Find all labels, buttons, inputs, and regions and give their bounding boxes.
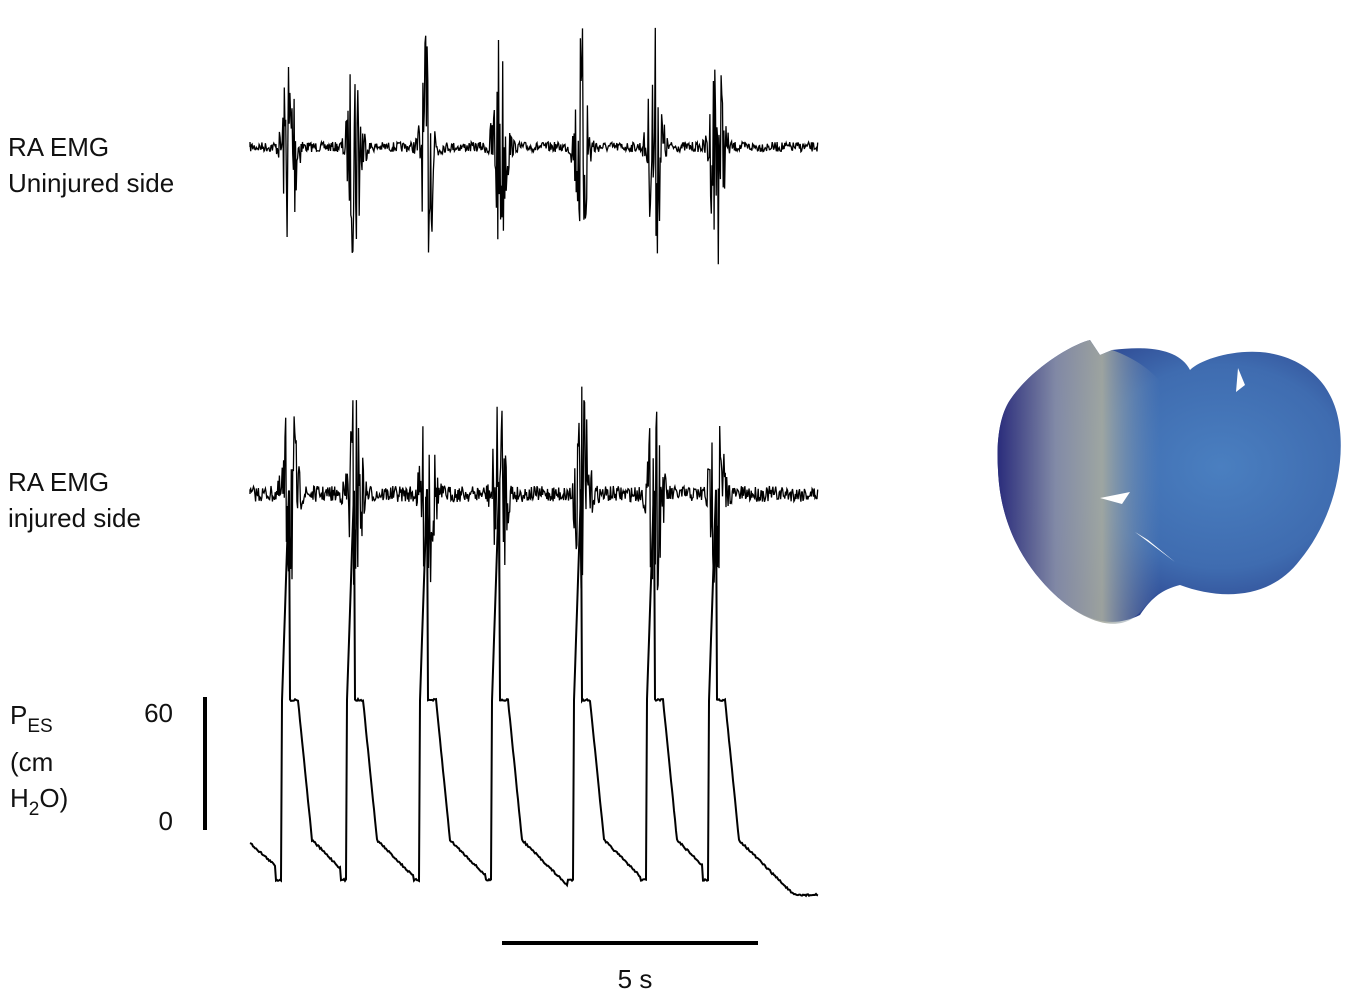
pressure-trace (250, 489, 818, 896)
label: H2O) (10, 783, 68, 820)
scale-label: 0 (159, 806, 173, 836)
figure: RA EMG Uninjured side RA EMG injured sid… (0, 0, 1351, 997)
traces (250, 28, 818, 896)
scale-label: 60 (144, 698, 173, 728)
label: RA EMG (8, 467, 109, 497)
emg-trace (250, 28, 818, 264)
label: RA EMG (8, 132, 109, 162)
label: injured side (8, 503, 141, 533)
label: (cm (10, 747, 53, 777)
time-label: 5 s (618, 964, 653, 994)
emg-trace (250, 387, 818, 599)
label: PES (10, 700, 53, 737)
label: Uninjured side (8, 168, 174, 198)
tissue-section (998, 340, 1341, 624)
